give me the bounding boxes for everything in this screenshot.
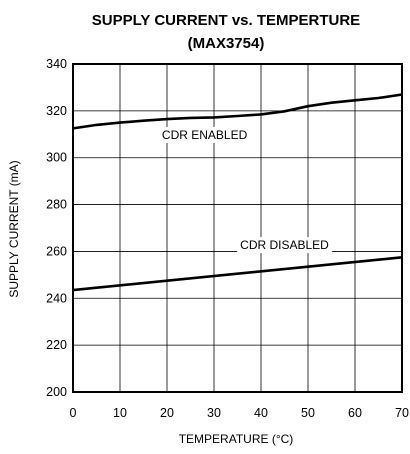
x-tick-label: 40	[254, 406, 268, 420]
annotation-label: CDR ENABLED	[162, 128, 248, 142]
y-tick-label: 260	[46, 244, 67, 258]
annotation: CDR DISABLED	[237, 237, 333, 254]
y-tick-label: 300	[46, 151, 67, 165]
annotation-label: CDR DISABLED	[240, 238, 329, 252]
annotation-background	[158, 126, 251, 143]
x-tick-label: 20	[160, 406, 174, 420]
grid-lines	[73, 64, 402, 392]
y-tick-label: 280	[46, 198, 67, 212]
x-tick-label: 10	[113, 406, 127, 420]
series-line-1	[72, 93, 403, 130]
plot-frame	[72, 63, 403, 393]
series-lines	[72, 93, 403, 292]
x-tick-label: 0	[70, 406, 77, 420]
series-line-2	[72, 256, 403, 292]
annotation: CDR ENABLED	[158, 126, 251, 143]
chart-title: SUPPLY CURRENT vs. TEMPERTURE	[92, 12, 360, 29]
y-tick-label: 240	[46, 291, 67, 305]
y-tick-label: 340	[46, 57, 67, 71]
annotation-background	[237, 237, 333, 254]
y-tick-label: 220	[46, 338, 67, 352]
x-tick-label: 60	[348, 406, 362, 420]
annotations: CDR ENABLED CDR DISABLED	[158, 126, 333, 254]
x-tick-labels: 0 10 20 30 40 50 60 70	[70, 406, 409, 420]
x-tick-label: 70	[395, 406, 409, 420]
y-axis-label: SUPPLY CURRENT (mA)	[7, 160, 21, 297]
y-tick-labels: 200 220 240 260 280 300 320 340	[46, 57, 67, 399]
y-tick-label: 200	[46, 385, 67, 399]
x-axis-label: TEMPERATURE (°C)	[179, 432, 294, 446]
x-tick-label: 50	[301, 406, 315, 420]
chart-subtitle: (MAX3754)	[188, 35, 265, 52]
y-tick-label: 320	[46, 104, 67, 118]
x-tick-label: 30	[207, 406, 221, 420]
